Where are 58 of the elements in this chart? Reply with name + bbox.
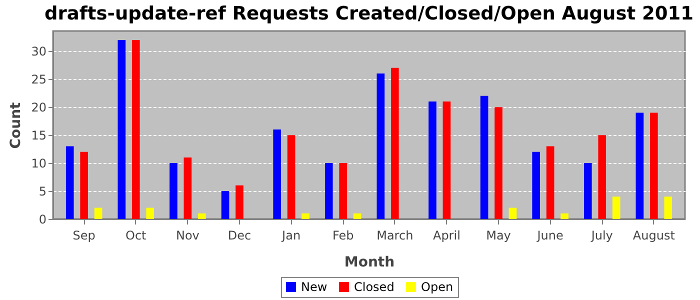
- legend-label: New: [301, 280, 328, 294]
- bar: [532, 152, 540, 219]
- bar: [494, 107, 502, 219]
- bar: [480, 96, 488, 219]
- y-tick-label: 25: [31, 72, 46, 87]
- x-tick-label: August: [632, 228, 676, 242]
- bar: [170, 163, 178, 219]
- bar: [184, 157, 192, 219]
- bar: [94, 208, 102, 219]
- x-tick-label: Nov: [176, 228, 200, 242]
- x-tick-label: Oct: [126, 228, 147, 242]
- bar: [236, 185, 244, 219]
- bar: [508, 208, 517, 219]
- bar: [339, 163, 348, 219]
- legend-label: Closed: [354, 280, 394, 294]
- y-tick-label: 5: [38, 184, 46, 199]
- y-tick-label: 15: [31, 128, 46, 143]
- bar: [612, 196, 620, 219]
- y-tick-label: 10: [31, 156, 46, 171]
- x-tick-label: July: [590, 228, 613, 242]
- y-axis-title: Count: [8, 102, 24, 149]
- x-tick-label: June: [536, 228, 564, 242]
- bar: [584, 163, 592, 219]
- bar: [198, 213, 206, 219]
- x-tick-label: Sep: [72, 228, 96, 242]
- chart-title: drafts-update-ref Requests Created/Closed/Open August 2011: [44, 4, 694, 24]
- x-tick-label: April: [432, 228, 460, 242]
- bar: [353, 213, 362, 219]
- bar: [390, 68, 399, 219]
- x-tick-label: Feb: [332, 228, 354, 242]
- y-tick-label: 30: [31, 44, 46, 59]
- bar: [324, 163, 333, 219]
- bar: [287, 135, 296, 219]
- bar: [664, 196, 672, 219]
- x-tick-label: Jan: [281, 228, 301, 242]
- bar: [598, 135, 606, 219]
- bar: [428, 102, 436, 219]
- bar: [376, 74, 385, 219]
- bar: [66, 146, 74, 219]
- bar: [560, 213, 568, 219]
- x-axis-title: Month: [344, 254, 395, 270]
- y-tick-label: 0: [38, 212, 46, 226]
- bar: [118, 40, 126, 219]
- bar: [132, 40, 140, 219]
- bar: [302, 213, 310, 219]
- bar: [221, 191, 230, 219]
- x-tick-label: Dec: [228, 228, 252, 242]
- legend-label: Open: [421, 280, 454, 294]
- bar: [650, 112, 658, 219]
- bar: [80, 152, 88, 219]
- bar: [273, 129, 281, 219]
- bar: [146, 208, 154, 219]
- bar: [442, 102, 451, 219]
- y-tick-label: 20: [31, 100, 46, 115]
- bar: [546, 146, 554, 219]
- x-tick-label: May: [486, 228, 511, 242]
- x-tick-label: March: [376, 228, 414, 242]
- bar: [636, 112, 644, 219]
